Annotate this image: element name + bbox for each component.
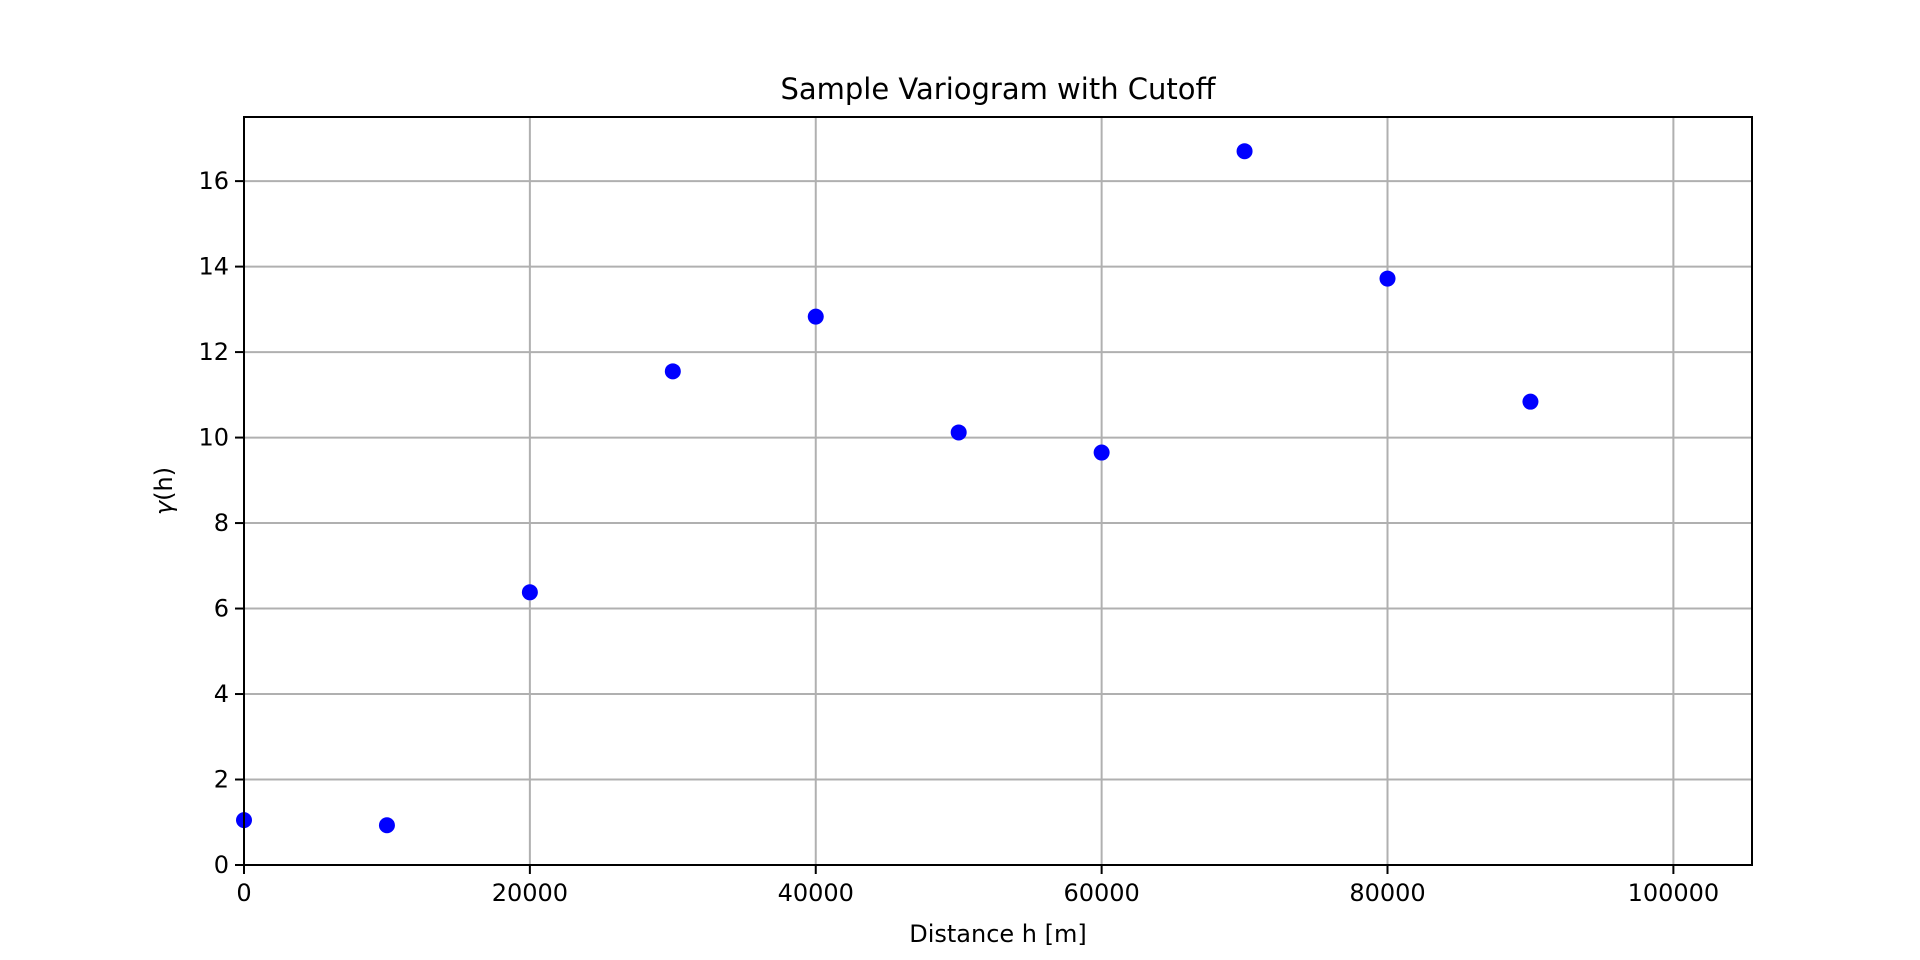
x-tick-label: 40000 (778, 879, 854, 907)
y-axis-label: γ(h) (150, 467, 178, 515)
plot-frame (243, 116, 1753, 866)
data-point (1093, 444, 1110, 461)
data-point (378, 817, 395, 834)
data-point (807, 308, 824, 325)
y-tick-label: 2 (214, 766, 229, 794)
y-tick-label: 12 (198, 338, 229, 366)
y-tick-label: 4 (214, 680, 229, 708)
data-point (664, 363, 681, 380)
y-tick-label: 0 (214, 851, 229, 879)
y-axis-ticks: 0 2 4 6 8 10 12 14 16 (198, 167, 244, 879)
x-tick-label: 0 (236, 879, 251, 907)
x-tick-label: 20000 (492, 879, 568, 907)
y-tick-label: 8 (214, 509, 229, 537)
grid-lines (243, 117, 1752, 866)
y-axis-label-symbol: γ (150, 499, 178, 515)
y-tick-label: 6 (214, 595, 229, 623)
data-point (1236, 143, 1253, 160)
x-tick-label: 80000 (1349, 879, 1425, 907)
y-tick-label: 10 (198, 424, 229, 452)
y-tick-label: 14 (198, 253, 229, 281)
data-points (236, 143, 1539, 834)
x-tick-label: 60000 (1063, 879, 1139, 907)
x-axis-ticks: 0 20000 40000 60000 80000 100000 (236, 865, 1719, 907)
y-tick-label: 16 (198, 167, 229, 195)
x-axis-label: Distance h [m] (909, 920, 1087, 948)
data-point (1379, 270, 1396, 287)
data-point (1522, 393, 1539, 410)
data-point (950, 424, 967, 441)
data-point (521, 584, 538, 601)
chart-title: Sample Variogram with Cutoff (780, 72, 1216, 106)
x-tick-label: 100000 (1628, 879, 1720, 907)
y-axis-label-argument: (h) (150, 467, 178, 501)
